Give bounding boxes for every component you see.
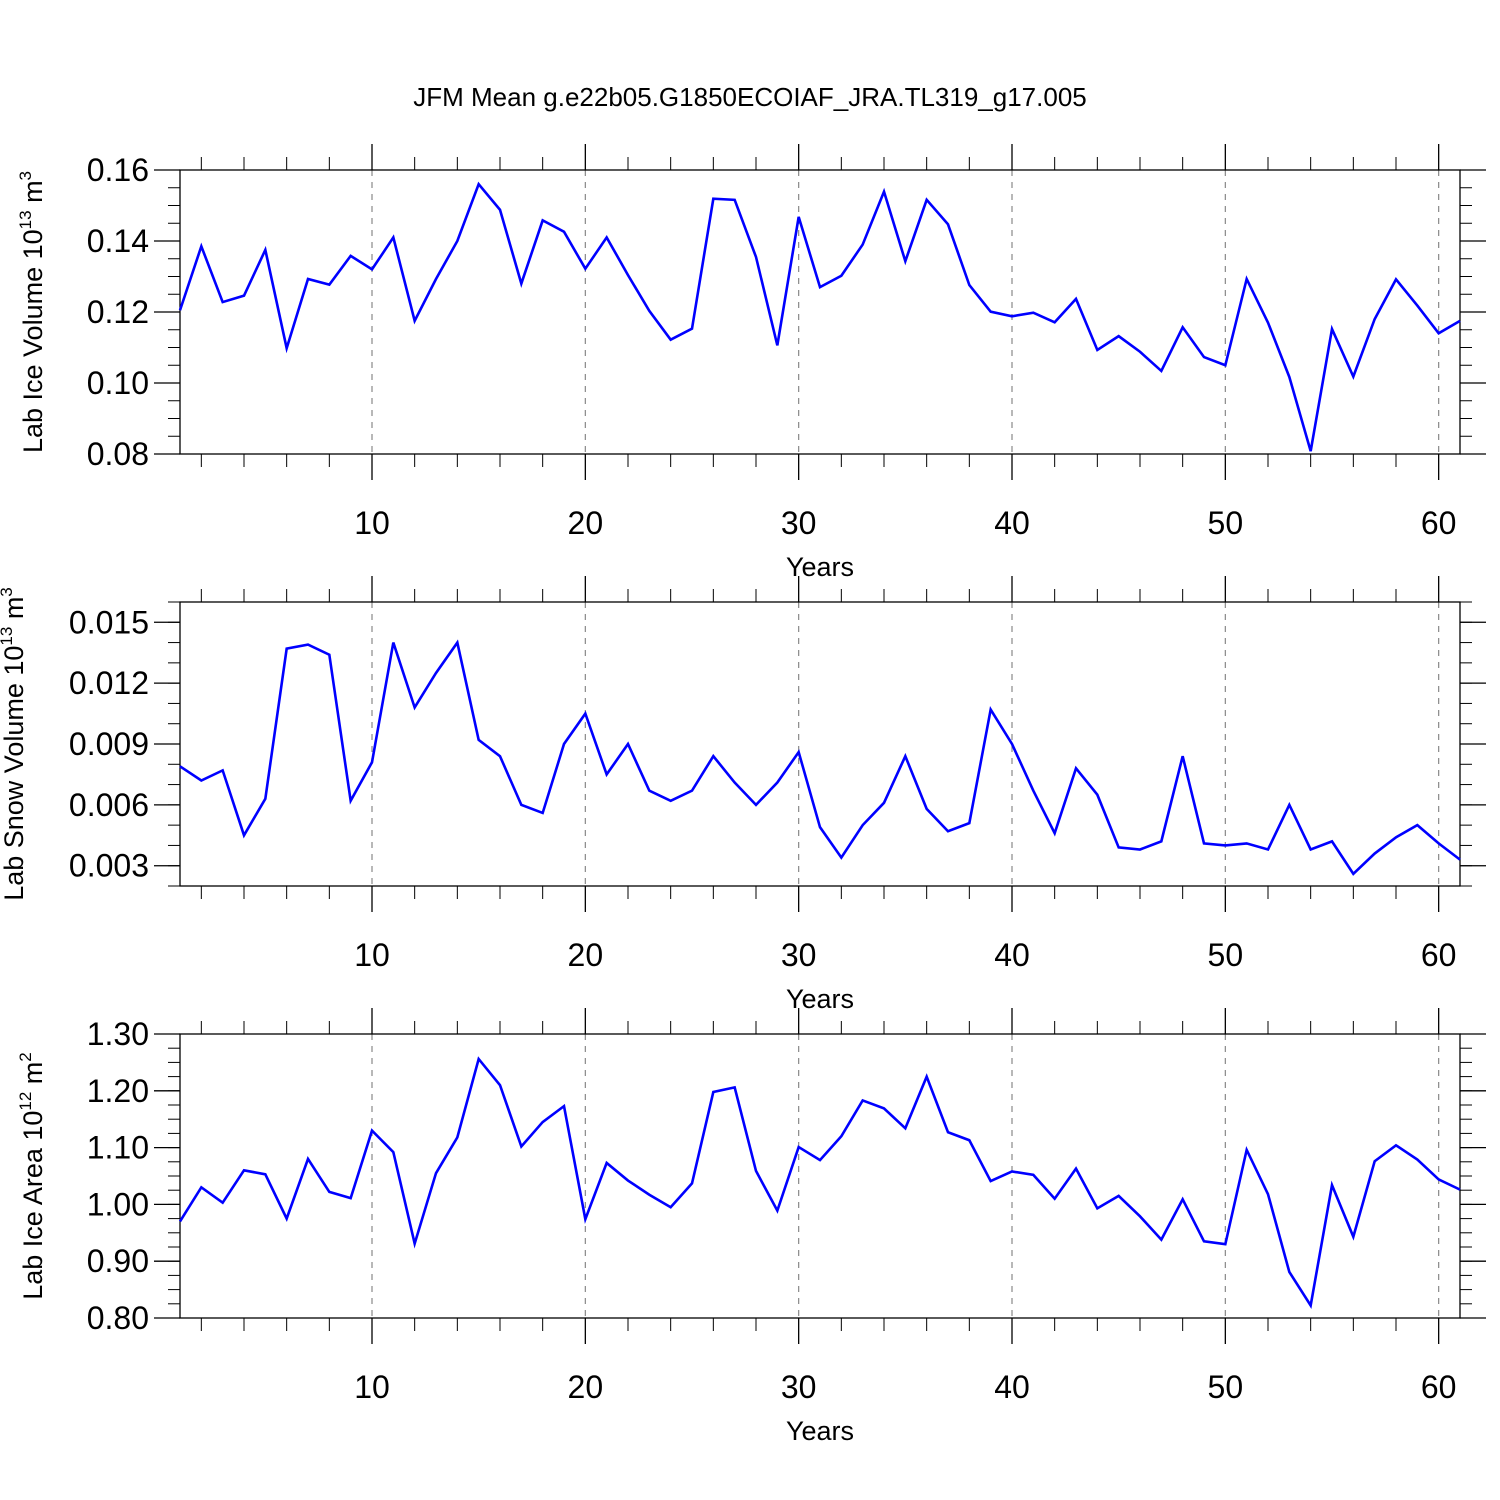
snow-volume-x-axis-label: Years bbox=[786, 984, 854, 1014]
snow-volume-y-tick-label: 0.015 bbox=[69, 604, 149, 640]
ice-area-x-tick-label: 60 bbox=[1421, 1369, 1457, 1405]
snow-volume-x-tick-label: 60 bbox=[1421, 937, 1457, 973]
ice-area-x-tick-label: 20 bbox=[568, 1369, 604, 1405]
snow-volume-x-tick-label: 20 bbox=[568, 937, 604, 973]
ice-volume-x-tick-label: 20 bbox=[568, 505, 604, 541]
snow-volume-y-tick-label: 0.009 bbox=[69, 726, 149, 762]
ice-area-panel: 10 20 30 40 50 60 0.80 0.90 1.00 1.10 1.20 1.30 Year… bbox=[16, 1008, 1486, 1446]
snow-volume-x-tick-label: 50 bbox=[1208, 937, 1244, 973]
ice-volume-y-tick-label: 0.12 bbox=[87, 294, 149, 330]
snow-volume-y-tick-label: 0.012 bbox=[69, 665, 149, 701]
snow-volume-y-tick-label: 0.006 bbox=[69, 787, 149, 823]
ice-volume-x-axis-label: Years bbox=[786, 552, 854, 582]
ice-area-y-tick-label: 1.10 bbox=[87, 1130, 149, 1166]
snow-volume-y-axis-label: Lab Snow Volume 1013 m3 bbox=[0, 587, 29, 901]
ice-area-y-tick-label: 1.20 bbox=[87, 1073, 149, 1109]
snow-volume-panel: 10 20 30 40 50 60 0.003 0.006 0.009 0.012 0.015 Yea… bbox=[0, 576, 1486, 1014]
ice-volume-x-tick-label: 60 bbox=[1421, 505, 1457, 541]
ice-area-y-tick-label: 1.30 bbox=[87, 1016, 149, 1052]
ice-volume-x-tick-label: 50 bbox=[1208, 505, 1244, 541]
ice-area-x-tick-label: 50 bbox=[1208, 1369, 1244, 1405]
ice-area-series-line bbox=[178, 1056, 1461, 1310]
snow-volume-x-tick-label: 40 bbox=[994, 937, 1030, 973]
ice-area-y-axis-label: Lab Ice Area 1012 m2 bbox=[16, 1052, 48, 1300]
ice-area-x-tick-label: 40 bbox=[994, 1369, 1030, 1405]
ice-volume-x-tick-label: 30 bbox=[781, 505, 817, 541]
snow-volume-y-tick-label: 0.003 bbox=[69, 848, 149, 884]
snow-volume-x-tick-label: 30 bbox=[781, 937, 817, 973]
ice-volume-y-tick-label: 0.16 bbox=[87, 152, 149, 188]
ice-volume-y-axis-label: Lab Ice Volume 1013 m3 bbox=[16, 171, 48, 453]
ice-area-y-tick-label: 0.80 bbox=[87, 1300, 149, 1336]
ice-volume-panel: 10 20 30 40 50 60 0.08 0.10 0.12 0.14 0.16 Years Lab… bbox=[16, 144, 1486, 582]
snow-volume-series-line bbox=[179, 639, 1461, 876]
ice-volume-y-tick-label: 0.14 bbox=[87, 223, 149, 259]
ice-volume-x-tick-label: 10 bbox=[354, 505, 390, 541]
ice-area-x-tick-label: 30 bbox=[781, 1369, 817, 1405]
ice-volume-series-line bbox=[178, 181, 1461, 452]
ice-volume-y-tick-label: 0.08 bbox=[87, 436, 149, 472]
chart-title: JFM Mean g.e22b05.G1850ECOIAF_JRA.TL319_… bbox=[413, 82, 1087, 112]
ice-area-x-tick-label: 10 bbox=[354, 1369, 390, 1405]
ice-volume-y-tick-label: 0.10 bbox=[87, 365, 149, 401]
ice-volume-x-tick-label: 40 bbox=[994, 505, 1030, 541]
ice-area-y-tick-label: 1.00 bbox=[87, 1186, 149, 1222]
ice-area-x-axis-label: Years bbox=[786, 1416, 854, 1446]
ice-area-y-tick-label: 0.90 bbox=[87, 1243, 149, 1279]
snow-volume-x-tick-label: 10 bbox=[354, 937, 390, 973]
